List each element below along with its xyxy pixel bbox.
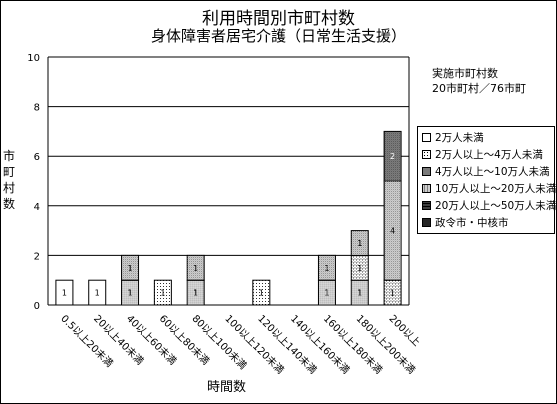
data-label: 1 [259,289,264,298]
legend-swatch [422,133,431,142]
data-label: 2 [390,152,395,161]
legend-swatch [422,150,431,159]
y-tick-label: 0 [34,301,40,312]
data-label: 1 [193,289,198,298]
legend-swatch [422,201,431,210]
legend-swatch [422,218,431,227]
chart-note: 実施市町村数 20市町村／76市町 [432,66,526,96]
data-label: 1 [324,264,329,273]
x-tick-label: 180以上200未満 [354,313,418,377]
bar-segment [317,254,336,281]
legend-item: 20万人以上～50万人未満 [418,197,557,214]
x-tick-label: 120以上140未満 [255,313,319,377]
y-axis-label: 市町村数 [2,149,15,211]
legend-label: 政令市・中核市 [435,217,509,229]
x-axis-label: 時間数 [207,380,247,395]
legend-item: 10万人以上～20万人未満 [418,180,557,197]
legend-label: 20万人以上～50万人未満 [435,200,557,212]
legend-item: 2万人以上～4万人未満 [418,146,554,163]
legend-label: 2万人以上～4万人未満 [435,149,543,161]
legend-item: 政令市・中核市 [418,214,554,231]
x-tick-label: 100以上120未満 [222,313,286,377]
data-label: 1 [357,239,362,248]
bar-segment [383,130,402,182]
bar-segment [186,254,205,281]
legend-item: 2万人未満 [418,129,554,146]
chart-subtitle: 身体障害者居宅介護（日常生活支援） [150,27,406,45]
data-label: 1 [193,264,198,273]
legend-label: 4万人以上～10万人未満 [435,166,550,178]
legend-label: 10万人以上～20万人未満 [435,183,557,195]
note-line-1: 実施市町村数 [432,67,498,80]
bar-segment [153,279,172,306]
bar-segment [121,254,140,281]
bar-segment [88,279,107,306]
bar-segment [252,279,271,306]
x-tick-label: 160以上180未満 [321,313,385,377]
data-label: 4 [390,227,395,236]
y-tick-label: 4 [34,202,40,213]
data-label: 1 [357,289,362,298]
legend-label: 2万人未満 [435,132,484,144]
y-tick-label: 6 [34,152,40,163]
y-tick-label: 10 [27,53,40,64]
data-label: 1 [127,289,132,298]
data-label: 1 [357,264,362,273]
x-tick-label: 140以上160未満 [288,313,352,377]
data-label: 1 [160,289,165,298]
chart-title: 利用時間別市町村数 [202,9,355,29]
x-tick-label: 80以上100未満 [190,313,249,372]
data-label: 1 [127,264,132,273]
data-label: 1 [390,289,395,298]
note-line-2: 20市町村／76市町 [432,82,526,95]
data-label: 1 [95,289,100,298]
data-label: 1 [324,289,329,298]
legend-item: 4万人以上～10万人未満 [418,163,554,180]
y-tick-label: 2 [34,251,40,262]
legend-swatch [422,184,431,193]
bar-segment [55,279,74,306]
bar-segment [350,230,369,256]
legend: 2万人未満 2万人以上～4万人未満 4万人以上～10万人未満 10万人以上～20万人未… [417,126,557,234]
legend-swatch [422,167,431,176]
y-tick-label: 8 [34,103,40,114]
data-label: 1 [62,289,67,298]
